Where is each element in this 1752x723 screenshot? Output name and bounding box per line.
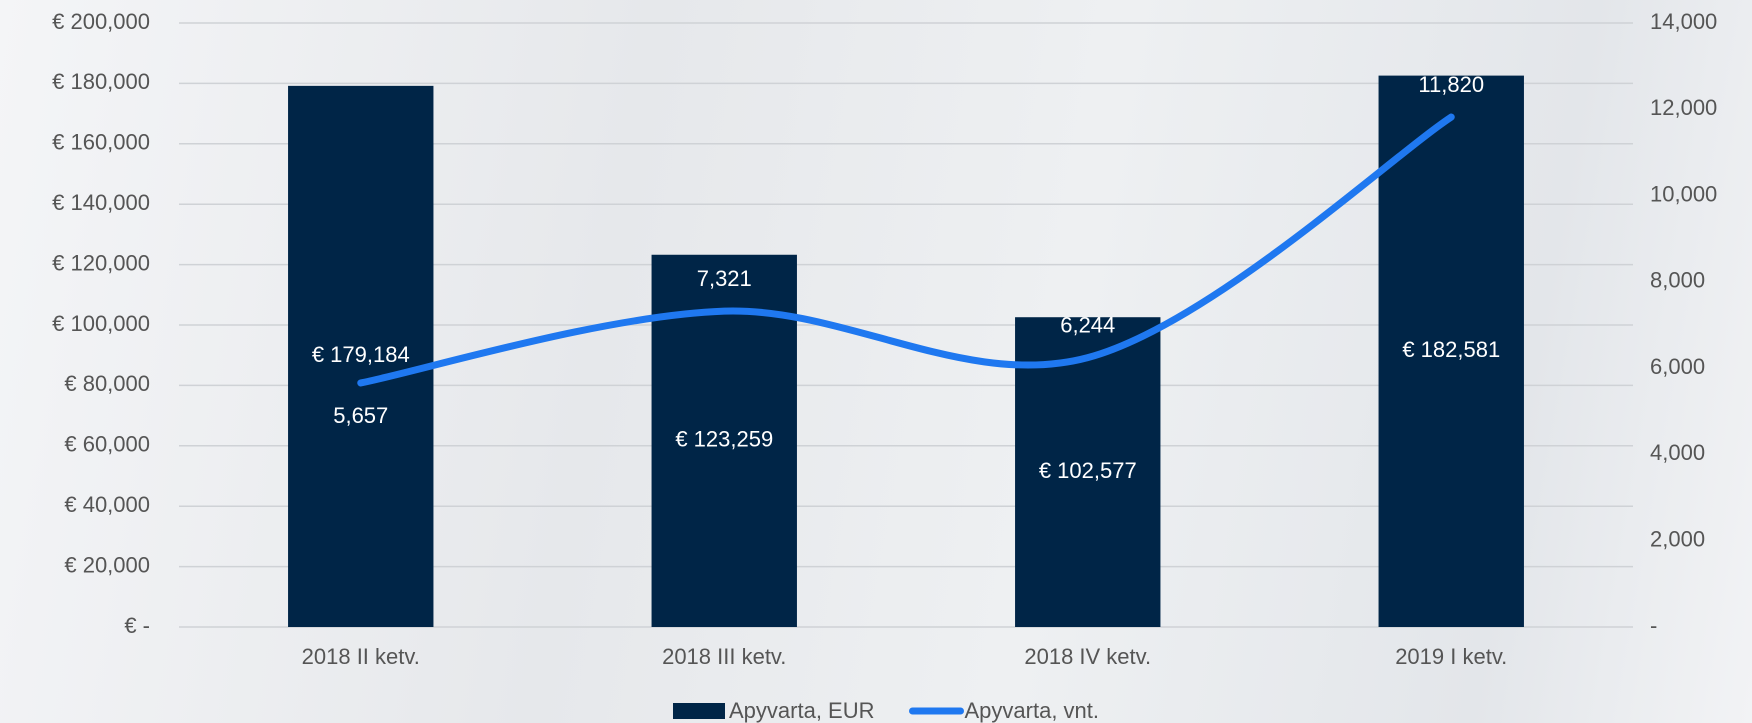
x-tick-label: 2019 I ketv. xyxy=(1395,644,1507,669)
y2-tick-label: 12,000 xyxy=(1650,95,1717,120)
y-tick-label: € 80,000 xyxy=(64,371,150,396)
y2-tick-label: 2,000 xyxy=(1650,527,1705,552)
legend-swatch xyxy=(673,703,725,719)
y-tick-label: € - xyxy=(124,613,150,638)
y2-tick-label: 14,000 xyxy=(1650,9,1717,34)
y-tick-label: € 60,000 xyxy=(64,432,150,457)
line-value-label: 6,244 xyxy=(1060,312,1115,337)
x-tick-label: 2018 III ketv. xyxy=(662,644,786,669)
bar xyxy=(288,85,434,627)
y2-tick-label: - xyxy=(1650,613,1657,638)
y-tick-label: € 20,000 xyxy=(64,552,150,577)
bar-value-label: € 102,577 xyxy=(1039,458,1137,483)
y-tick-label: € 160,000 xyxy=(52,130,150,155)
bar-value-label: € 179,184 xyxy=(312,342,410,367)
y-tick-label: € 120,000 xyxy=(52,250,150,275)
line-value-label: 7,321 xyxy=(697,266,752,291)
y2-tick-label: 10,000 xyxy=(1650,181,1717,206)
y2-tick-label: 4,000 xyxy=(1650,440,1705,465)
y-tick-label: € 180,000 xyxy=(52,69,150,94)
legend-label: Apyvarta, EUR xyxy=(729,698,875,723)
bar xyxy=(1015,317,1161,627)
bar-value-label: € 123,259 xyxy=(675,427,773,452)
bar-value-label: € 182,581 xyxy=(1402,337,1500,362)
x-tick-label: 2018 II ketv. xyxy=(302,644,420,669)
bar xyxy=(1378,75,1524,628)
y-tick-label: € 40,000 xyxy=(64,492,150,517)
x-tick-label: 2018 IV ketv. xyxy=(1024,644,1151,669)
y2-tick-label: 6,000 xyxy=(1650,354,1705,379)
line-value-label: 11,820 xyxy=(1418,72,1484,97)
y-tick-label: € 200,000 xyxy=(52,9,150,34)
line-value-label: 5,657 xyxy=(333,403,388,428)
legend-label: Apyvarta, vnt. xyxy=(965,698,1100,723)
y-tick-label: € 100,000 xyxy=(52,311,150,336)
y-tick-label: € 140,000 xyxy=(52,190,150,215)
line xyxy=(357,113,1455,387)
y2-tick-label: 8,000 xyxy=(1650,268,1705,293)
